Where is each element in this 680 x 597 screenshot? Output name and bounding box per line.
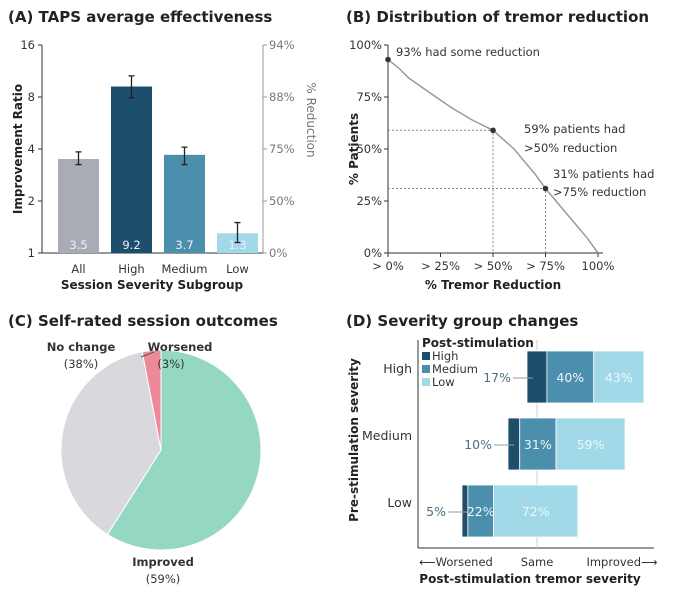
segment-medium-to-high [507,417,521,471]
y-tick-label: 25% [356,194,382,208]
y-axis-label: Improvement Ratio [11,84,25,214]
y2-tick-label: 88% [269,90,295,104]
legend-swatch [422,378,430,386]
segment-label: 31% [524,437,552,452]
slice-pct: (3%) [157,357,184,371]
segment-label: 40% [556,370,584,385]
x-tick-label: Same [521,555,554,569]
bar-value-label: 1.3 [228,238,246,252]
segment-high-to-medium [546,350,595,404]
y-tick-label: 50% [356,142,382,156]
panel-a-title: (A) TAPS average effectiveness [8,8,272,26]
row-label: Medium [362,428,412,443]
y-tick-label: 100% [349,38,382,52]
segment-label: 43% [605,370,633,385]
data-point [385,56,391,63]
legend-label: Medium [432,362,478,376]
bar-all [58,159,99,253]
panel-b-title: (B) Distribution of tremor reduction [346,8,649,26]
legend-title: Post-stimulation [422,336,534,350]
distribution-curve [387,58,599,254]
y2-tick-label: 50% [269,194,295,208]
annotation: >50% reduction [524,141,617,155]
y-tick-label: 8 [28,90,35,104]
row-label: High [383,361,412,376]
guide-line [388,188,546,253]
y-tick-label: 16 [20,38,35,52]
slice-pct: (59%) [146,572,181,586]
y-tick-label: 75% [356,90,382,104]
x-tick-label: Medium [162,262,208,276]
segment-label: 10% [464,437,492,452]
segment-high-to-low [593,350,645,404]
x-tick-label: 100% [582,259,615,273]
data-point [542,185,549,192]
y2-axis-label: % Reduction [304,82,318,157]
y2-tick-label: 0% [269,246,287,260]
x-axis-label: Session Severity Subgroup [61,278,244,292]
x-tick-label: > 0% [372,259,404,273]
slice-label: Worsened [148,340,213,354]
annotation: 59% patients had [524,122,625,136]
pie-slice-improved [106,349,262,551]
error-bar [234,221,241,244]
leader-line [140,351,155,358]
segment-label: 72% [522,504,550,519]
slice-label: No change [47,340,116,354]
x-tick-label: > 75% [526,259,565,273]
segment-low-to-medium [467,484,494,538]
annotation: 31% patients had [553,167,654,181]
x-tick-label: ⟵Worsened [419,555,493,569]
x-tick-label: Low [226,262,249,276]
annotation: 93% had some reduction [396,45,540,59]
guide-line [388,129,494,253]
segment-label: 59% [577,437,605,452]
panel-d-title: (D) Severity group changes [346,312,578,330]
y-tick-label: 4 [28,142,35,156]
x-axis-label: Post-stimulation tremor severity [419,572,641,586]
segment-medium-to-medium [519,417,557,471]
x-tick-label: > 50% [474,259,513,273]
y-axis-label: % Patients [347,113,361,185]
error-bar [181,146,188,166]
legend-label: Low [432,375,455,389]
row-label: Low [387,495,412,510]
pie-slice-no-change [60,351,162,536]
y2-tick-label: 94% [269,38,295,52]
annotation: >75% reduction [553,185,646,199]
y-tick-label: 0% [364,246,382,260]
legend-label: High [432,349,458,363]
x-tick-label: High [118,262,144,276]
slice-pct: (38%) [64,357,99,371]
x-axis-label: % Tremor Reduction [425,278,561,292]
y-tick-label: 2 [28,194,35,208]
segment-label: 22% [467,504,495,519]
bar-medium [164,154,205,253]
error-bar [75,151,82,166]
data-point [490,127,496,134]
segment-high-to-high [526,350,548,404]
y2-tick-label: 75% [269,142,295,156]
bar-value-label: 3.7 [175,238,193,252]
y-axis-label: Pre-stimulation severity [347,358,361,522]
bar-value-label: 3.5 [69,238,87,252]
y-tick-label: 1 [28,246,35,260]
error-bar [128,75,135,99]
x-tick-label: Improved⟶ [586,555,657,569]
x-tick-label: > 25% [421,259,460,273]
slice-label: Improved [132,555,194,569]
legend-swatch [422,365,430,373]
bar-high [111,86,152,253]
panel-c-title: (C) Self-rated session outcomes [8,312,278,330]
bar-value-label: 9.2 [122,238,140,252]
segment-label: 5% [426,504,446,519]
pie-slice-worsened [141,349,162,451]
segment-medium-to-low [555,417,626,471]
legend-swatch [422,352,430,360]
segment-low-to-low [493,484,579,538]
x-tick-label: All [71,262,85,276]
segment-label: 17% [483,370,511,385]
